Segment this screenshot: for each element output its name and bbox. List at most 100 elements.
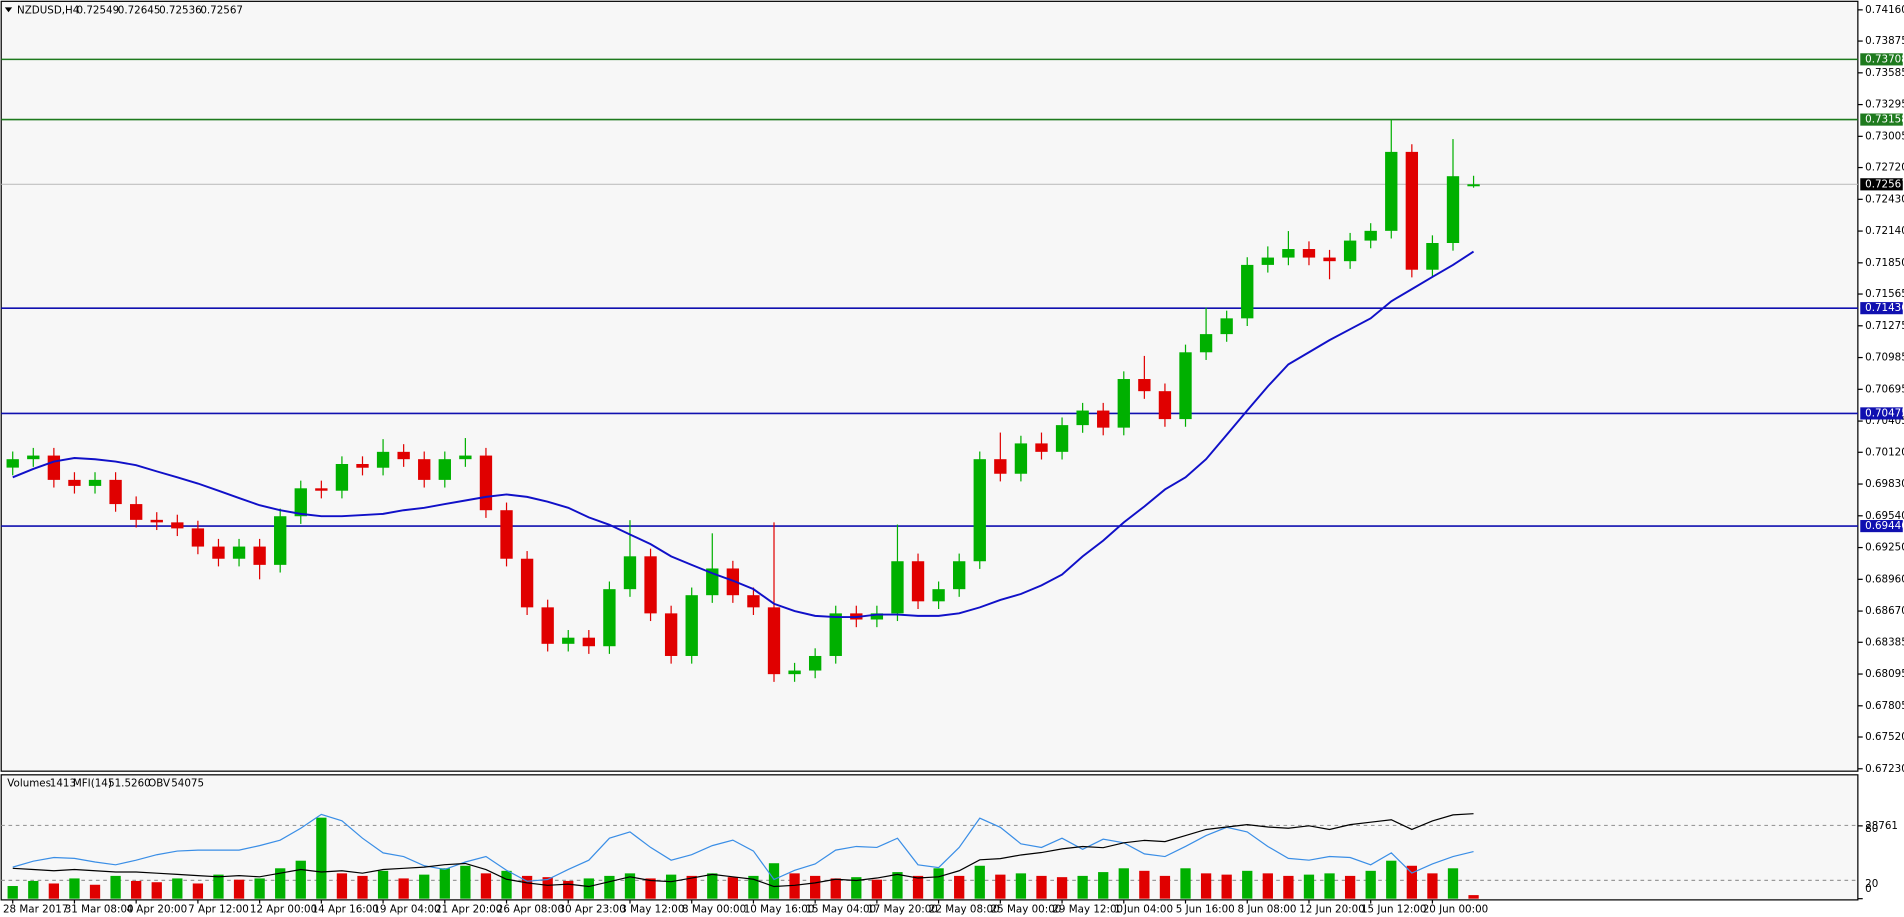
volume-bar [645,878,656,899]
volume-bar [131,880,142,899]
volume-bar [1159,875,1171,899]
candle-body [767,607,781,675]
volume-bar [954,875,965,899]
volume-tick-label: 0 [1865,883,1872,895]
candle-body [1241,264,1254,319]
y-tick-label: 0.73005 [1865,130,1904,142]
candle-body [685,595,698,656]
obv-last: 54075 [171,777,204,789]
candle-body [1282,249,1295,258]
x-tick-label: 29 May 12:00 [1052,904,1123,916]
y-tick-label: 0.71850 [1865,257,1904,269]
volume-bar [789,873,800,899]
candle-body [1323,257,1336,262]
volume-bar [233,879,245,899]
volume-bar [851,877,862,899]
volume-bar [336,873,348,899]
x-tick-label: 28 Mar 2017 [3,904,68,916]
volume-bar [521,875,533,899]
y-tick-label: 0.70695 [1865,383,1904,395]
x-tick-label: 4 Apr 20:00 [126,904,187,916]
candle-body [438,459,451,480]
x-tick-label: 8 May 00:00 [682,904,746,916]
x-tick-label: 12 Jun 20:00 [1299,904,1365,916]
mfi-line [12,813,1474,882]
y-tick-label: 0.71275 [1865,320,1904,332]
main-plot [0,0,1859,772]
x-tick-label: 7 Apr 12:00 [188,904,249,916]
y-tick-label: 0.68960 [1865,573,1904,585]
volume-bar [748,875,759,899]
volume-bar [1262,873,1273,899]
level-label: 0.73158 [1865,114,1904,126]
volume-bar [1139,870,1150,899]
candle-body [562,637,575,644]
volume-bar [1468,895,1479,899]
volume-bar [192,883,204,899]
volume-bar [727,877,738,899]
volume-bar [912,875,924,899]
candle-body [47,455,61,480]
y-tick-label: 0.71565 [1865,288,1904,300]
candle-body [973,459,986,562]
candle-body [582,637,595,647]
y-tick-label: 0.69540 [1865,510,1904,522]
x-tick-label: 15 May 04:00 [805,904,876,916]
candle-body [603,589,616,647]
candle-body [1446,176,1460,244]
volume-bar [460,865,471,899]
mfi-tick-label: 20 [1865,878,1878,890]
candle-body [953,561,966,590]
volume-bar [275,868,286,899]
candle-body [1220,318,1233,335]
candle-body [500,510,513,559]
candle-body [623,556,637,590]
candle-body [644,556,657,614]
candle-body [1302,249,1316,258]
candle-body [664,613,678,656]
volume-bar [583,878,594,899]
x-tick-label: 10 May 16:00 [744,904,815,916]
volume-bar [1447,868,1459,899]
candle-body [1158,391,1172,420]
volume-bar [480,873,492,899]
x-tick-label: 3 May 12:00 [620,904,684,916]
volume-bar [213,874,224,899]
volume-bar [172,878,183,899]
candle-body [1179,352,1192,420]
volume-bar [1098,872,1109,899]
candle-body [109,479,122,505]
x-tick-label: 15 Jun 12:00 [1361,904,1427,916]
volume-bar [1406,865,1417,899]
candle-body [1405,151,1419,270]
volume-bar [871,879,883,899]
x-tick-label: 12 Apr 00:00 [250,904,317,916]
level-label: 0.70475 [1865,407,1904,419]
candle-body [788,670,801,675]
x-tick-label: 5 Jun 16:00 [1176,904,1235,916]
obv-name: OBV [148,777,170,789]
candle-body [253,546,266,565]
volume-name: Volumes [7,777,51,789]
menu-triangle[interactable] [4,7,13,13]
candle-body [911,561,925,602]
candle-body [994,459,1007,474]
x-tick-label: 20 Jun 00:00 [1423,904,1489,916]
volume-bar [1077,875,1088,899]
candle-body [418,459,431,480]
x-tick-label: 26 Apr 08:00 [497,904,564,916]
candle-body [150,519,163,523]
level-label: 0.73708 [1865,53,1904,65]
indicator-plot [0,774,1859,901]
y-tick-label: 0.68670 [1865,605,1904,617]
candle-body [6,459,19,468]
volume-bar [419,874,430,899]
quote-high: 0.72645 [118,4,161,16]
symbol-title: NZDUSD,H4 [17,4,79,16]
candle-body [1343,240,1357,262]
x-tick-label: 22 May 08:00 [929,904,1000,916]
volume-bar [398,878,409,899]
volume-bar [110,875,121,899]
y-tick-label: 0.72720 [1865,162,1904,174]
